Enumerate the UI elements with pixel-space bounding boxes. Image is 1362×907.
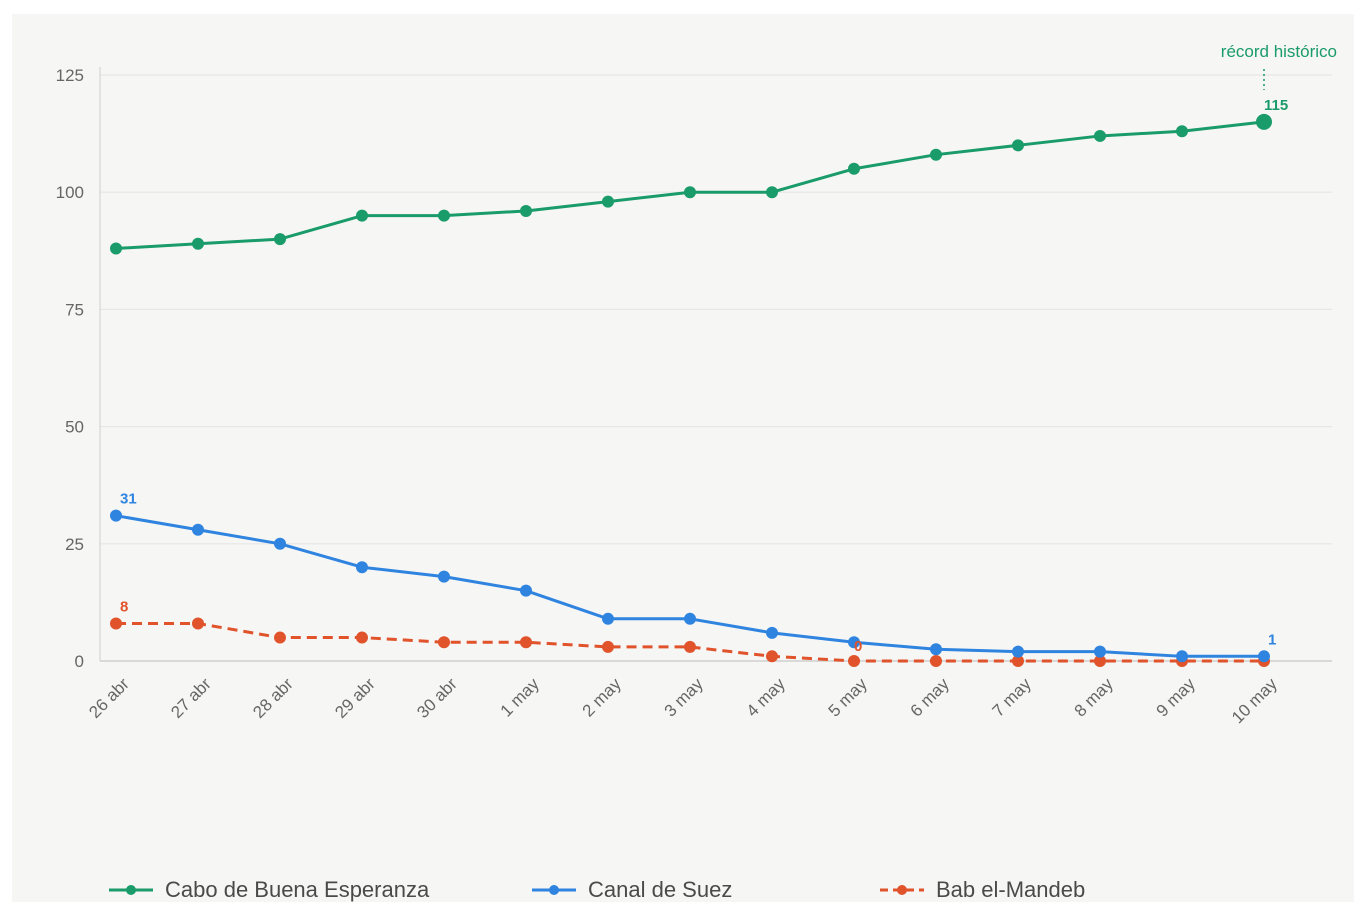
y-tick-label: 25 xyxy=(65,535,84,554)
legend-item-suez: Canal de Suez xyxy=(532,874,732,906)
data-point xyxy=(192,237,204,250)
y-tick-label: 125 xyxy=(56,66,84,85)
data-point xyxy=(192,523,204,536)
data-point xyxy=(356,631,368,644)
record-annotation-label: récord histórico xyxy=(1221,42,1337,61)
data-point xyxy=(1176,650,1188,663)
data-label: 0 xyxy=(854,638,862,655)
data-label: 1 xyxy=(1268,631,1276,648)
data-point xyxy=(520,636,532,649)
data-point xyxy=(602,612,614,625)
x-tick-label: 3 may xyxy=(661,674,708,721)
data-point xyxy=(602,195,614,208)
data-point xyxy=(274,631,286,644)
x-tick-label: 6 may xyxy=(907,674,954,721)
x-tick-label: 28 abr xyxy=(249,674,297,722)
data-point xyxy=(684,612,696,625)
x-tick-label: 7 may xyxy=(989,674,1036,721)
x-tick-label: 5 may xyxy=(825,674,872,721)
series-line-1 xyxy=(115,514,1264,658)
data-point xyxy=(1012,655,1024,667)
legend-swatch-suez xyxy=(532,883,576,897)
x-tick-label: 4 may xyxy=(743,674,790,721)
data-label: 115 xyxy=(1264,97,1288,114)
legend-swatch-mandeb xyxy=(880,883,924,897)
legend-item-mandeb: Bab el-Mandeb xyxy=(880,874,1085,906)
x-tick-label: 9 may xyxy=(1153,674,1200,721)
data-point xyxy=(1094,129,1106,142)
data-point xyxy=(1094,655,1106,667)
data-point xyxy=(356,561,368,574)
y-tick-label: 50 xyxy=(65,418,84,437)
x-tick-label: 1 may xyxy=(497,674,544,721)
data-point xyxy=(602,640,614,653)
data-point xyxy=(110,509,122,522)
line-chart: 0 25 50 75 100 125 26 abr 27 abr 28 abr 29 abr 30 … xyxy=(56,42,1337,727)
data-point xyxy=(1094,645,1106,658)
data-point xyxy=(1012,645,1024,658)
data-point xyxy=(110,617,122,630)
legend-label-mandeb: Bab el-Mandeb xyxy=(936,877,1086,902)
data-point xyxy=(766,650,778,663)
data-point xyxy=(930,643,942,656)
data-point xyxy=(766,626,778,639)
data-label: 31 xyxy=(120,491,137,508)
series-line-2 xyxy=(116,621,1264,663)
x-tick-label: 8 may xyxy=(1071,674,1118,721)
legend-label-cabo: Cabo de Buena Esperanza xyxy=(165,877,430,902)
data-point xyxy=(684,186,696,199)
data-point xyxy=(848,655,860,667)
x-tick-label: 2 may xyxy=(579,674,626,721)
data-point xyxy=(192,617,204,630)
data-point xyxy=(274,233,286,246)
data-point xyxy=(520,204,532,217)
series-line-0 xyxy=(115,120,1265,250)
data-point xyxy=(684,640,696,653)
data-point xyxy=(1012,139,1024,152)
y-tick-label: 100 xyxy=(56,183,84,202)
data-point xyxy=(930,148,942,161)
y-tick-label: 0 xyxy=(75,652,84,671)
x-tick-label: 10 may xyxy=(1228,674,1281,727)
data-point xyxy=(930,655,942,667)
data-point xyxy=(438,636,450,649)
legend-item-cabo: Cabo de Buena Esperanza xyxy=(109,874,429,906)
data-point xyxy=(1176,125,1188,138)
data-point xyxy=(438,570,450,583)
x-tick-label: 29 abr xyxy=(331,674,379,722)
data-point xyxy=(520,584,532,597)
legend-label-suez: Canal de Suez xyxy=(588,877,733,902)
x-tick-label: 30 abr xyxy=(413,674,461,722)
data-point xyxy=(1258,650,1270,663)
data-point xyxy=(438,209,450,222)
data-point xyxy=(848,162,860,175)
data-point xyxy=(766,186,778,199)
data-point xyxy=(1256,113,1272,130)
y-tick-label: 75 xyxy=(65,300,84,319)
x-tick-label: 27 abr xyxy=(167,674,215,722)
data-label: 8 xyxy=(120,598,128,615)
legend-swatch-cabo xyxy=(109,883,153,897)
data-point xyxy=(356,209,368,222)
data-point xyxy=(848,636,860,649)
chart-card: 0 25 50 75 100 125 26 abr 27 abr 28 abr 29 abr 30 … xyxy=(12,14,1354,902)
data-point xyxy=(110,242,122,255)
data-point xyxy=(274,537,286,550)
x-tick-label: 26 abr xyxy=(85,674,133,722)
